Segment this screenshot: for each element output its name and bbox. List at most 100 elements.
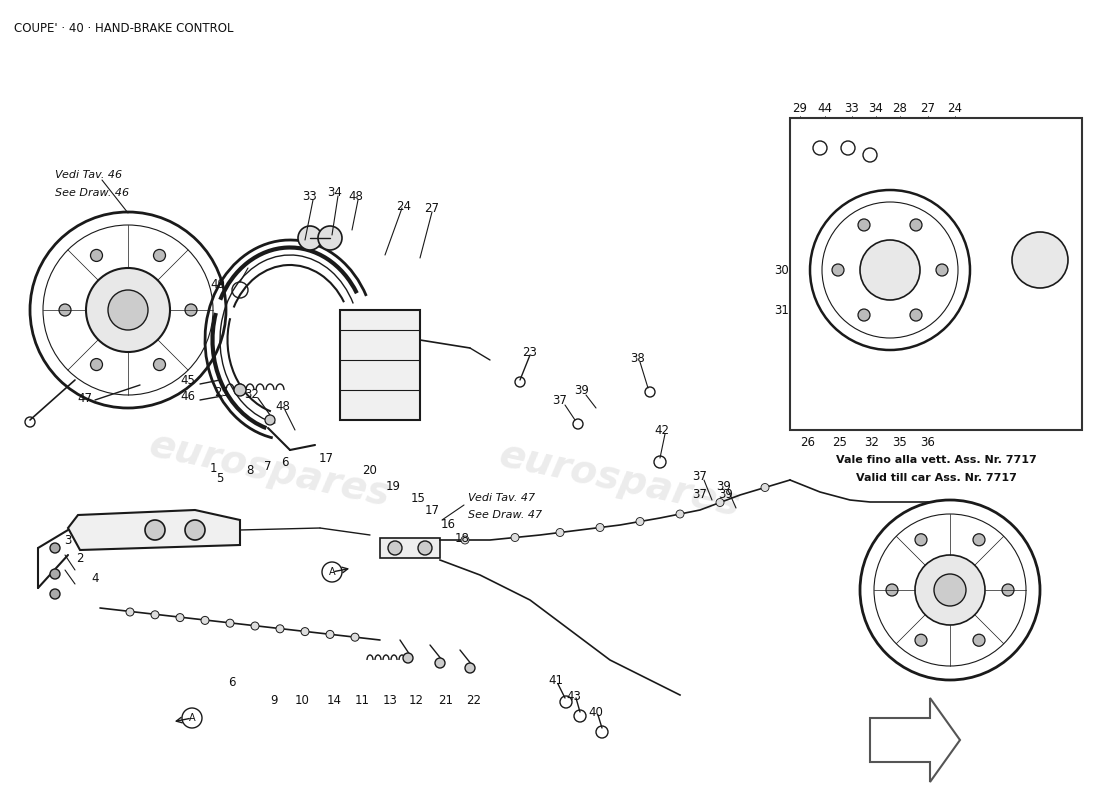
Text: 25: 25 bbox=[833, 435, 847, 449]
Text: See Draw. 47: See Draw. 47 bbox=[468, 510, 542, 520]
Circle shape bbox=[858, 219, 870, 231]
Bar bbox=[790, 118, 1082, 430]
Text: COUPE' · 40 · HAND-BRAKE CONTROL: COUPE' · 40 · HAND-BRAKE CONTROL bbox=[14, 22, 233, 35]
Text: 33: 33 bbox=[845, 102, 859, 114]
Circle shape bbox=[185, 520, 205, 540]
Circle shape bbox=[388, 541, 401, 555]
Text: 9: 9 bbox=[271, 694, 277, 706]
Circle shape bbox=[832, 264, 844, 276]
Bar bbox=[340, 310, 420, 420]
Circle shape bbox=[90, 250, 102, 262]
Circle shape bbox=[716, 498, 724, 506]
Text: 27: 27 bbox=[425, 202, 440, 214]
Circle shape bbox=[465, 663, 475, 673]
Circle shape bbox=[154, 358, 165, 370]
Circle shape bbox=[108, 290, 148, 330]
Circle shape bbox=[59, 304, 72, 316]
Text: 37: 37 bbox=[693, 487, 707, 501]
Text: 17: 17 bbox=[319, 451, 333, 465]
Circle shape bbox=[351, 634, 359, 642]
Circle shape bbox=[145, 520, 165, 540]
Text: A: A bbox=[329, 567, 336, 577]
Polygon shape bbox=[870, 698, 960, 782]
Text: Vedi Tav. 46: Vedi Tav. 46 bbox=[55, 170, 122, 180]
Text: 14: 14 bbox=[327, 694, 341, 706]
Text: 22: 22 bbox=[466, 694, 482, 706]
Text: 36: 36 bbox=[921, 435, 935, 449]
Circle shape bbox=[974, 534, 984, 546]
Text: 34: 34 bbox=[328, 186, 342, 198]
Circle shape bbox=[556, 529, 564, 537]
Text: 16: 16 bbox=[440, 518, 455, 530]
Circle shape bbox=[151, 611, 160, 619]
Circle shape bbox=[974, 634, 984, 646]
Text: 5: 5 bbox=[217, 471, 223, 485]
Text: 27: 27 bbox=[921, 102, 935, 114]
Text: 12: 12 bbox=[408, 694, 424, 706]
Text: 4: 4 bbox=[91, 571, 99, 585]
Text: Vedi Tav. 47: Vedi Tav. 47 bbox=[468, 493, 535, 503]
Circle shape bbox=[1012, 232, 1068, 288]
Text: 39: 39 bbox=[574, 383, 590, 397]
Circle shape bbox=[251, 622, 258, 630]
Circle shape bbox=[50, 543, 60, 553]
Text: eurospares: eurospares bbox=[146, 426, 394, 514]
Text: A: A bbox=[189, 713, 196, 723]
Text: 13: 13 bbox=[383, 694, 397, 706]
Circle shape bbox=[86, 268, 170, 352]
Circle shape bbox=[201, 616, 209, 624]
Text: 37: 37 bbox=[552, 394, 568, 406]
Text: eurospares: eurospares bbox=[496, 436, 744, 524]
Circle shape bbox=[154, 250, 165, 262]
Bar bbox=[379, 538, 440, 558]
Text: 37: 37 bbox=[693, 470, 707, 482]
Circle shape bbox=[90, 358, 102, 370]
Text: 34: 34 bbox=[869, 102, 883, 114]
Text: 17: 17 bbox=[425, 503, 440, 517]
Circle shape bbox=[176, 614, 184, 622]
Text: 6: 6 bbox=[282, 455, 288, 469]
Text: 35: 35 bbox=[892, 435, 907, 449]
Circle shape bbox=[910, 219, 922, 231]
Text: 32: 32 bbox=[865, 435, 879, 449]
Text: 45: 45 bbox=[180, 374, 196, 386]
Text: 7: 7 bbox=[264, 459, 272, 473]
Text: 29: 29 bbox=[792, 102, 807, 114]
Text: 20: 20 bbox=[363, 463, 377, 477]
Text: 26: 26 bbox=[801, 435, 815, 449]
Circle shape bbox=[226, 619, 234, 627]
Text: 48: 48 bbox=[349, 190, 363, 202]
Text: 24: 24 bbox=[947, 102, 962, 114]
Text: 48: 48 bbox=[276, 399, 290, 413]
Text: 38: 38 bbox=[630, 351, 646, 365]
Circle shape bbox=[403, 653, 412, 663]
Circle shape bbox=[596, 523, 604, 531]
Text: 24: 24 bbox=[396, 199, 411, 213]
Circle shape bbox=[50, 569, 60, 579]
Text: See Draw. 46: See Draw. 46 bbox=[55, 188, 129, 198]
Circle shape bbox=[936, 264, 948, 276]
Polygon shape bbox=[68, 510, 240, 550]
Text: Vale fino alla vett. Ass. Nr. 7717: Vale fino alla vett. Ass. Nr. 7717 bbox=[836, 455, 1036, 465]
Text: 49: 49 bbox=[210, 278, 225, 291]
Text: 1: 1 bbox=[209, 462, 217, 474]
Circle shape bbox=[265, 415, 275, 425]
Circle shape bbox=[676, 510, 684, 518]
Text: Valid till car Ass. Nr. 7717: Valid till car Ass. Nr. 7717 bbox=[856, 473, 1016, 483]
Circle shape bbox=[276, 625, 284, 633]
Circle shape bbox=[434, 658, 446, 668]
Text: 33: 33 bbox=[302, 190, 318, 202]
Circle shape bbox=[326, 630, 334, 638]
Text: 46: 46 bbox=[180, 390, 196, 402]
Circle shape bbox=[910, 309, 922, 321]
Circle shape bbox=[512, 534, 519, 542]
Circle shape bbox=[50, 589, 60, 599]
Circle shape bbox=[886, 584, 898, 596]
Text: 8: 8 bbox=[246, 463, 254, 477]
Circle shape bbox=[185, 304, 197, 316]
Text: 6: 6 bbox=[229, 675, 235, 689]
Text: 25: 25 bbox=[214, 386, 230, 398]
Text: 21: 21 bbox=[439, 694, 453, 706]
Text: 32: 32 bbox=[244, 387, 260, 401]
Circle shape bbox=[318, 226, 342, 250]
